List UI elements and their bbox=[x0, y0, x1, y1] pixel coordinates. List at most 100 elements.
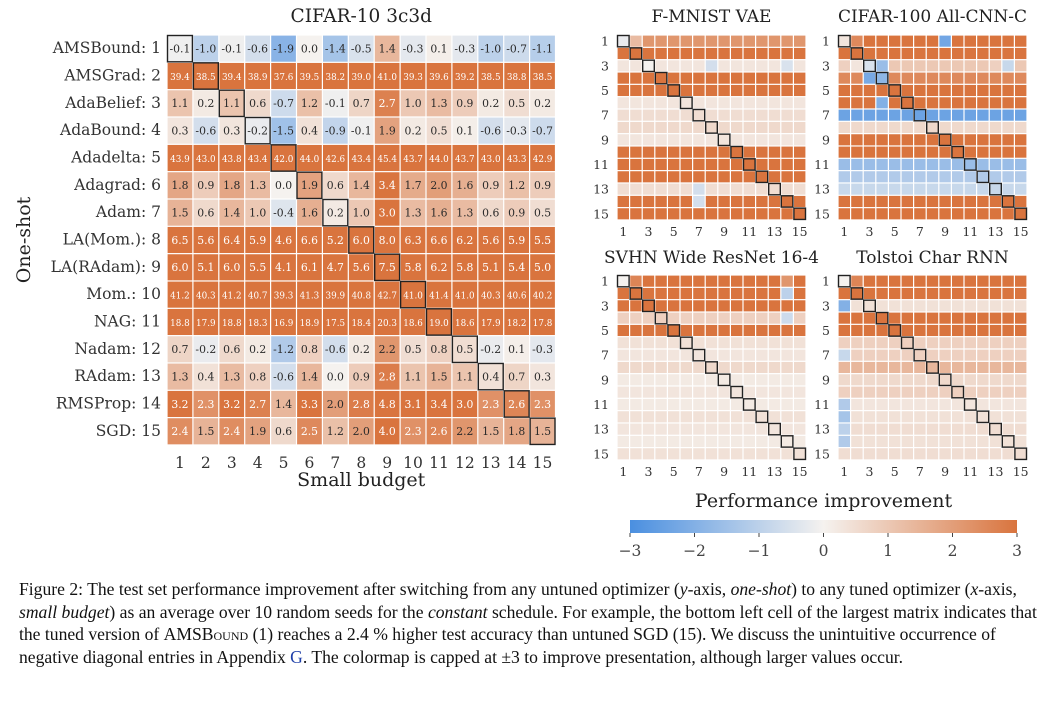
cifar100-cell bbox=[939, 97, 951, 109]
cifar100-cell bbox=[863, 121, 876, 134]
cifar10-x-tick-label: 11 bbox=[429, 454, 449, 472]
cifar10-cell bbox=[323, 281, 348, 308]
tolstoi-cell bbox=[1002, 287, 1014, 300]
cifar100-x-tick-label: 3 bbox=[866, 224, 874, 239]
cifar10-value-label: 2.4 bbox=[171, 425, 188, 438]
cifar100-cell bbox=[977, 183, 989, 195]
svhn-cell bbox=[680, 275, 692, 287]
caption-appendix-link[interactable]: G bbox=[290, 646, 303, 667]
cifar10-value-label: 1.1 bbox=[223, 97, 240, 110]
fmnist-cell bbox=[781, 146, 793, 158]
svhn-cell bbox=[781, 448, 793, 460]
cifar100-cell bbox=[838, 60, 850, 72]
tolstoi-cell bbox=[863, 374, 876, 386]
fmnist-diagonal-box bbox=[692, 108, 706, 122]
fmnist-cell bbox=[642, 146, 655, 158]
fmnist-cell bbox=[655, 84, 667, 97]
fmnist-cell bbox=[693, 195, 705, 208]
cifar100-cell bbox=[914, 60, 926, 72]
svhn-cell bbox=[705, 337, 718, 349]
fmnist-cell bbox=[655, 195, 667, 208]
svhn-cell bbox=[642, 312, 655, 324]
tolstoi-cell bbox=[914, 312, 926, 324]
tolstoi-cell bbox=[952, 287, 964, 300]
cifar100-cell bbox=[901, 109, 913, 121]
cifar10-cell bbox=[478, 336, 504, 363]
cifar100-cell bbox=[901, 72, 913, 84]
cifar10-value-label: 1.5 bbox=[534, 425, 551, 438]
cifar10-cell bbox=[245, 172, 270, 199]
tolstoi-cell bbox=[952, 448, 964, 460]
svhn-x-tick-label: 13 bbox=[767, 464, 783, 479]
cifar10-cell bbox=[530, 254, 555, 281]
cifar100-cell bbox=[926, 47, 939, 60]
fmnist-cell bbox=[718, 84, 730, 97]
fmnist-y-tick-label: 1 bbox=[601, 34, 609, 49]
cifar10-value-label: 6.0 bbox=[223, 261, 240, 274]
svhn-y-tick-label: 9 bbox=[601, 372, 609, 387]
svhn-cell bbox=[743, 275, 755, 287]
svhn-cell bbox=[705, 423, 718, 435]
svhn-cell bbox=[642, 423, 655, 435]
svhn-cell bbox=[743, 386, 755, 398]
cifar10-value-label: 1.3 bbox=[171, 370, 188, 383]
fmnist-cell bbox=[668, 109, 680, 121]
cifar10-diagonal-box bbox=[322, 198, 349, 227]
cifar100-cell bbox=[889, 171, 901, 183]
cifar10-value-label: 2.8 bbox=[353, 398, 370, 411]
cifar10-value-label: 0.5 bbox=[456, 343, 473, 356]
cifar10-value-label: 43.8 bbox=[222, 155, 242, 165]
cifar10-value-label: -1.9 bbox=[273, 42, 294, 55]
tolstoi-cell bbox=[851, 411, 863, 423]
cifar100-cell bbox=[838, 158, 850, 171]
tolstoi-cell bbox=[977, 337, 989, 349]
cifar100-cell bbox=[952, 109, 964, 121]
cifar10-value-label: 2.6 bbox=[508, 398, 525, 411]
svhn-cell bbox=[642, 386, 655, 398]
svhn-cell bbox=[617, 423, 629, 435]
cifar10-cell bbox=[452, 308, 478, 336]
cifar100-cell bbox=[851, 146, 863, 158]
cifar10-cell bbox=[400, 336, 426, 363]
cifar100-cell bbox=[964, 158, 976, 171]
cifar10-value-label: 1.9 bbox=[301, 179, 318, 192]
cifar100-cell bbox=[939, 121, 951, 134]
tolstoi-cell bbox=[851, 275, 863, 287]
tolstoi-cell bbox=[977, 349, 989, 361]
tolstoi-y-tick-label: 13 bbox=[814, 422, 830, 437]
cifar10-cell bbox=[374, 90, 400, 117]
tolstoi-x-tick-label: 15 bbox=[1013, 464, 1029, 479]
fmnist-y-tick-label: 11 bbox=[593, 157, 609, 172]
svhn-cell bbox=[680, 337, 692, 349]
cifar100-cell bbox=[889, 146, 901, 158]
cifar10-cell bbox=[452, 336, 478, 363]
svhn-cell bbox=[731, 386, 743, 398]
cifar10-value-label: 37.6 bbox=[274, 73, 294, 83]
tolstoi-cell bbox=[838, 435, 850, 448]
cifar10-value-label: -0.6 bbox=[195, 124, 216, 137]
fmnist-cell bbox=[743, 97, 755, 109]
svhn-cell bbox=[705, 448, 718, 460]
cifar10-cell bbox=[323, 363, 348, 390]
fmnist-cell bbox=[756, 72, 768, 84]
cifar100-cell bbox=[952, 158, 964, 171]
cifar10-cell bbox=[245, 390, 270, 418]
cifar10-value-label: -0.4 bbox=[273, 206, 294, 219]
cifar100-cell bbox=[926, 60, 939, 72]
cifar10-value-label: 1.6 bbox=[456, 179, 473, 192]
colorbar-label: Performance improvement bbox=[695, 490, 953, 512]
fmnist-cell bbox=[642, 109, 655, 121]
cifar10-cell bbox=[452, 418, 478, 445]
tolstoi-cell bbox=[851, 386, 863, 398]
fmnist-cell bbox=[731, 47, 743, 60]
cifar10-cell bbox=[245, 144, 270, 172]
svhn-cell bbox=[655, 275, 667, 287]
cifar10-y-tick-label: Mom.: 10 bbox=[86, 285, 161, 303]
tolstoi-x-tick-label: 3 bbox=[866, 464, 874, 479]
cifar10-x-tick-label: 8 bbox=[356, 454, 366, 472]
tolstoi-cell bbox=[851, 398, 863, 411]
cifar100-cell bbox=[939, 60, 951, 72]
tolstoi-cell bbox=[939, 386, 951, 398]
cifar100-cell bbox=[977, 47, 989, 60]
fmnist-cell bbox=[781, 47, 793, 60]
